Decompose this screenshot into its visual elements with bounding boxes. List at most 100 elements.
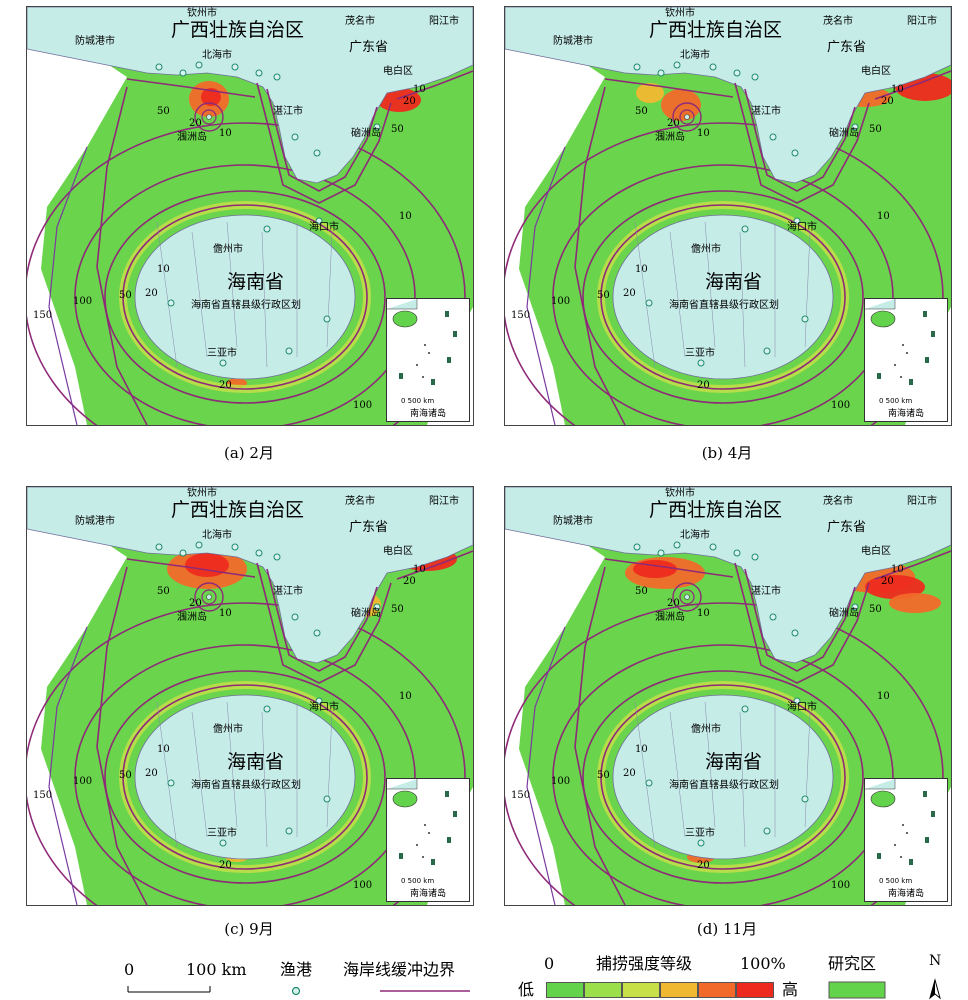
fishing-port-marker [195,61,203,69]
fishing-port-marker [155,543,163,551]
county-boundary [739,231,746,368]
place-label-guangxi: 广西壮族自治区 [171,499,305,521]
fishing-port-marker [219,839,227,847]
county-boundary [226,221,238,348]
outer-contour-100 [96,86,148,425]
outer-contour-100 [574,566,626,905]
contour-label-10: 10 [399,211,412,222]
weizhou-contour-outer [194,102,224,132]
inset-map [865,299,947,421]
contour-label-10: 10 [891,84,904,95]
place-label-fangchenggang: 防城港市 [553,36,593,47]
place-label-beihai: 北海市 [202,50,232,61]
weizhou-contour-inner [201,589,217,605]
fishing-port-marker [167,299,175,307]
contour-label-20: 20 [403,96,416,107]
place-label-dianbai: 电白区 [861,546,891,557]
contour-line-3 [505,602,944,905]
county-boundary [191,231,208,358]
weizhou-island [206,114,212,120]
fishing-port-marker [263,225,271,233]
contour-label-50: 50 [635,586,648,597]
fishing-port-marker [231,543,239,551]
fishing-hotspot-4 [889,593,941,613]
county-boundary [226,701,238,828]
gulf-contour [604,78,734,98]
place-label-maoming: 茂名市 [345,496,375,507]
fishing-port-marker [633,543,641,551]
inset-label: 南海诸岛 [409,409,446,419]
place-label-fangchenggang: 防城港市 [553,516,593,527]
weizhou-contour-inner [679,589,695,605]
county-boundary [804,711,811,828]
place-label-guangdong: 广东省 [349,520,389,535]
contour-line-1 [104,670,386,884]
place-label-hainan_sub: 海南省直辖县级行政区划 [669,780,779,791]
contour-label-20: 20 [881,576,894,587]
inset-map [387,779,469,901]
fishing-port-marker [763,827,771,835]
intensity-max-label: 100% [740,954,786,973]
fishing-port-marker [195,541,203,549]
gulf-contour [126,558,256,578]
contour-label-10: 10 [157,264,170,275]
contour-label-10: 10 [219,608,232,619]
intensity-swatch-3 [660,982,698,998]
fishing-port-marker [697,359,705,367]
county-boundary [326,711,333,828]
inset-label: 南海诸岛 [409,889,446,899]
county-boundary [634,221,656,368]
contour-label-100: 100 [551,296,571,307]
place-label-yangjiang: 阳江市 [907,496,937,507]
contour-label-20: 20 [697,380,710,391]
inset-mark [923,791,927,797]
inset-mark [445,311,449,317]
place-label-sanya: 三亚市 [685,828,715,839]
contour-label-20: 20 [623,288,636,299]
weizhou-island [684,594,690,600]
contour-label-20: 20 [697,860,710,871]
contour-label-150: 150 [33,790,53,801]
weizhou-island [206,594,212,600]
contour-label-20: 20 [667,118,680,129]
fishing-port-marker [323,795,331,803]
fishing-port-marker [793,697,801,705]
contour-label-20: 20 [189,598,202,609]
weizhou-contour-outer [194,582,224,612]
contour-label-10: 10 [877,211,890,222]
fishing-port-marker [315,217,323,225]
fishing-port-marker [219,359,227,367]
fishing-port-marker [373,603,381,611]
place-label-guangxi: 广西壮族自治区 [649,19,783,41]
inset-mark [445,791,449,797]
outer-buffer-boundary [526,146,566,425]
inset-map [865,779,947,901]
contour-line-1 [104,190,386,404]
fishing-port-marker [255,549,263,557]
outer-buffer-boundary [526,626,566,905]
place-label-zhanjiang: 湛江市 [751,106,781,117]
place-label-danzhou: 儋州市 [691,244,721,255]
place-label-yangjiang: 阳江市 [429,16,459,27]
study-area-label: 研究区 [828,954,877,973]
place-label-beihai: 北海市 [202,530,232,541]
inset-hainan [870,310,896,328]
inset-hainan [870,790,896,808]
contour-label-100: 100 [353,880,373,891]
intensity-swatch-5 [736,982,774,998]
fishing-port-marker [179,549,187,557]
contour-label-20: 20 [189,118,202,129]
legend-graphics [127,978,941,1000]
contour-label-20: 20 [145,768,158,779]
place-label-naozhou: 硇洲岛 [351,608,381,619]
fishing-port-marker [801,315,809,323]
contour-label-50: 50 [869,604,882,615]
outer-contour-100 [96,566,148,905]
contour-label-100: 100 [831,400,851,411]
inset-map [387,299,469,421]
contour-label-10: 10 [697,608,710,619]
contour-label-50: 50 [391,124,404,135]
place-label-hainan_sub: 海南省直辖县级行政区划 [191,300,301,311]
place-label-maoming: 茂名市 [823,16,853,27]
fishing-port-marker [273,73,281,81]
